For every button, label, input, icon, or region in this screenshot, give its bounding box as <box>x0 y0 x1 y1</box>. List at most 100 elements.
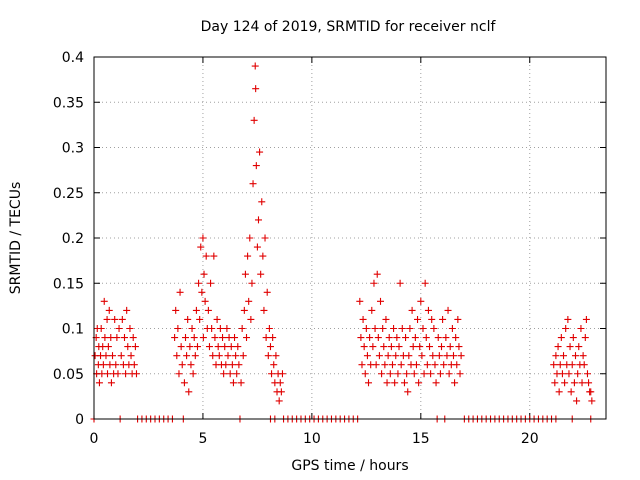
data-point <box>112 361 120 369</box>
data-point <box>122 370 130 378</box>
y-tick-label: 0.35 <box>53 95 84 111</box>
data-point <box>570 379 578 387</box>
data-point <box>582 315 590 323</box>
data-point <box>219 334 227 342</box>
data-point <box>368 306 376 314</box>
data-point <box>581 334 589 342</box>
data-point <box>256 148 264 156</box>
data-point <box>259 252 267 260</box>
data-point <box>233 370 241 378</box>
data-point <box>409 343 417 351</box>
data-point <box>220 370 228 378</box>
data-point <box>381 361 389 369</box>
data-point <box>587 388 595 396</box>
data-point <box>439 315 447 323</box>
data-point <box>129 334 137 342</box>
data-point <box>370 279 378 287</box>
data-point <box>263 288 271 296</box>
data-point <box>419 325 427 332</box>
data-point <box>231 334 239 342</box>
data-point <box>393 334 401 342</box>
data-point <box>114 370 122 378</box>
data-point <box>422 334 430 342</box>
data-point <box>577 325 585 332</box>
data-point <box>174 325 182 332</box>
data-point <box>258 198 266 206</box>
data-point <box>423 361 431 369</box>
data-point <box>362 325 370 332</box>
data-point <box>394 370 402 378</box>
data-point <box>198 288 206 296</box>
data-point <box>99 361 107 369</box>
data-point <box>574 370 582 378</box>
data-point <box>385 334 393 342</box>
data-point <box>560 352 568 360</box>
data-point <box>404 388 412 396</box>
data-point <box>223 325 231 332</box>
data-point <box>426 343 434 351</box>
data-point <box>369 343 377 351</box>
data-point <box>254 216 262 224</box>
data-point <box>124 343 132 351</box>
data-point <box>126 325 134 332</box>
data-point <box>396 279 404 287</box>
data-point <box>446 343 454 351</box>
data-point <box>417 297 425 305</box>
data-point <box>123 306 131 314</box>
data-point <box>371 325 379 332</box>
data-point <box>239 352 247 360</box>
data-point <box>186 343 194 351</box>
data-point <box>200 270 208 278</box>
data-point <box>440 361 448 369</box>
data-point <box>424 306 432 314</box>
data-point <box>373 270 381 278</box>
data-point <box>375 352 383 360</box>
data-point <box>575 343 583 351</box>
data-point <box>585 379 593 387</box>
data-point <box>190 334 198 342</box>
data-point <box>104 370 112 378</box>
x-axis-label: GPS time / hours <box>291 458 408 474</box>
data-point <box>121 334 129 342</box>
data-point <box>379 325 387 332</box>
y-axis-label: SRMTID / TECUs <box>8 182 24 295</box>
data-point <box>569 334 577 342</box>
data-point <box>408 306 416 314</box>
data-point <box>257 270 265 278</box>
data-point <box>360 343 368 351</box>
data-point <box>118 315 126 323</box>
y-tick-label: 0.25 <box>53 186 84 202</box>
data-point <box>107 334 115 342</box>
data-point <box>380 343 388 351</box>
data-point <box>264 352 272 360</box>
data-point <box>247 315 255 323</box>
data-point <box>455 343 463 351</box>
data-point <box>588 397 596 405</box>
data-point <box>207 279 215 287</box>
data-point <box>241 270 249 278</box>
data-point <box>556 361 564 369</box>
data-point <box>197 243 205 251</box>
y-tick-label: 0.15 <box>53 276 84 292</box>
data-point <box>429 352 437 360</box>
data-point <box>253 243 261 251</box>
data-point <box>201 297 209 305</box>
data-point <box>357 334 365 342</box>
data-point <box>428 315 436 323</box>
data-point <box>117 352 125 360</box>
data-point <box>132 370 140 378</box>
data-points <box>90 62 596 423</box>
data-point <box>382 315 390 323</box>
data-point <box>571 352 579 360</box>
data-point <box>551 379 559 387</box>
data-point <box>251 62 259 70</box>
data-point <box>358 361 366 369</box>
data-point <box>451 379 459 387</box>
data-point <box>189 370 197 378</box>
data-point <box>384 352 392 360</box>
data-point <box>261 234 269 242</box>
data-point <box>414 315 422 323</box>
data-point <box>448 325 456 332</box>
data-point <box>449 352 457 360</box>
